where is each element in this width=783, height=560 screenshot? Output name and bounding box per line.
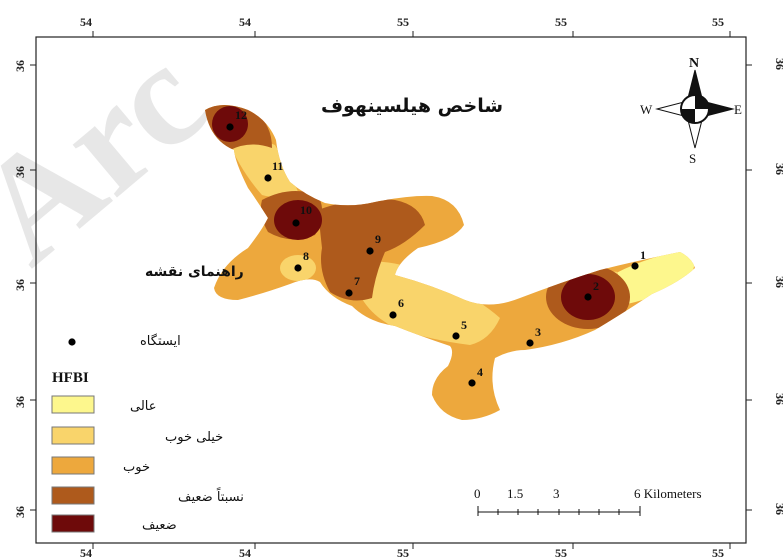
station-marker [526,339,534,347]
watermark-text: Arc [0,14,235,295]
station-9: 9 [366,232,381,255]
station-label: 4 [477,365,483,379]
station-label: 9 [375,232,381,246]
station-marker [264,174,272,182]
scale-label: 0 [474,486,481,501]
legend-class-label: خیلی خوب [165,430,223,445]
legend-swatch-very-good [51,426,95,445]
zone-very-good [360,261,500,345]
station-marker [584,293,592,301]
station-3: 3 [526,325,541,347]
frame-tick-marks [30,31,752,549]
zone-excellent [611,250,695,305]
station-label: 7 [354,274,360,288]
scale-label: 3 [553,486,560,501]
scale-bar: 0 1.5 3 6 Kilometers [474,486,702,516]
station-label: 2 [593,279,599,293]
right-tick-label: 36 [773,276,783,288]
station-marker [468,379,476,387]
scale-label: 6 Kilometers [634,486,702,501]
bottom-tick-label: 55 [712,546,724,560]
legend-swatch-poor [51,514,95,533]
legend-index-title: HFBI [52,370,89,386]
compass-label-east: E [734,102,742,117]
bottom-tick-label: 55 [555,546,567,560]
station-11: 11 [264,159,283,182]
bottom-tick-label: 54 [80,546,92,560]
top-tick-label: 54 [80,15,92,29]
legend-class-label: عالی [130,399,157,414]
station-label: 5 [461,318,467,332]
bottom-tick-label: 55 [397,546,409,560]
top-tick-label: 54 [239,15,251,29]
station-marker [292,219,300,227]
station-1: 1 [631,248,646,270]
legend-class-label: نسبتاً ضعیف [178,487,244,505]
compass-label-north: N [689,56,699,71]
station-4: 4 [468,365,483,387]
legend-class-label: ضعیف [142,518,177,533]
station-marker [389,311,397,319]
station-label: 12 [235,108,247,122]
station-5: 5 [452,318,467,340]
station-2: 2 [584,279,599,301]
station-label: 8 [303,249,309,263]
map-frame [35,36,747,544]
legend-station-symbol [68,338,76,346]
station-marker [366,247,374,255]
compass-west-point [655,101,685,117]
left-tick-label: 36 [13,396,27,408]
left-tick-label: 36 [13,166,27,178]
top-tick-label: 55 [712,15,724,29]
station-7: 7 [345,274,360,297]
top-tick-label: 55 [555,15,567,29]
station-label: 10 [300,203,312,217]
station-12: 12 [226,108,247,131]
station-6: 6 [389,296,404,319]
legend-class-label: خوب [123,460,150,475]
legend-swatch-excellent [51,395,95,414]
station-label: 1 [640,248,646,262]
bottom-tick-label: 54 [239,546,251,560]
compass-quadrant [695,95,709,109]
station-label: 6 [398,296,404,310]
left-tick-label: 36 [13,506,27,518]
zone-poor [274,200,322,240]
left-tick-label: 36 [13,279,27,291]
compass-north-point [687,69,703,99]
station-marker [452,332,460,340]
map-legend: راهنمای نقشه ایستگاه HFBI عالی خیلی خوب … [51,264,244,533]
zone-very-good [228,138,298,197]
scale-label: 1.5 [507,486,523,501]
station-marker [631,262,639,270]
compass-south-point [687,119,703,149]
legend-swatch-good [51,456,95,475]
compass-label-south: S [689,151,696,166]
map-title: شاخص هیلسینهوف [321,95,503,117]
compass-quadrant [681,109,695,123]
legend-station-label: ایستگاه [140,333,181,349]
legend-heading: راهنمای نقشه [145,264,244,280]
compass-east-point [705,101,735,117]
north-arrow: N S W E [640,56,742,166]
station-8: 8 [294,249,309,272]
station-label: 11 [272,159,283,173]
compass-label-west: W [640,102,653,117]
station-10: 10 [292,203,312,227]
scale-bar-ticks [477,506,641,516]
right-tick-label: 36 [773,58,783,70]
station-marker [345,289,353,297]
right-tick-label: 36 [773,393,783,405]
right-tick-label: 36 [773,163,783,175]
top-tick-label: 55 [397,15,409,29]
legend-swatch-moderately-poor [51,486,95,505]
right-tick-label: 36 [773,503,783,515]
left-tick-label: 36 [13,60,27,72]
station-label: 3 [535,325,541,339]
station-marker [226,123,234,131]
station-marker [294,264,302,272]
